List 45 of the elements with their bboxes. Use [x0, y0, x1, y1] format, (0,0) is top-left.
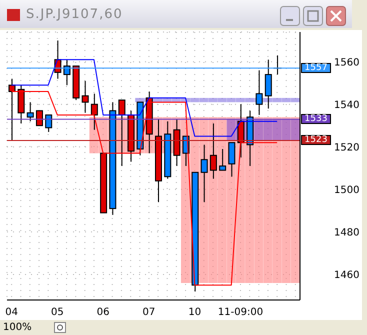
bar	[272, 119, 282, 140]
bar	[263, 119, 272, 140]
y-tick-label: 1500	[334, 184, 360, 196]
candlestick	[219, 148, 226, 171]
bar	[272, 117, 282, 283]
candlestick	[82, 80, 89, 114]
chart-title: S.JP.J9107,60	[26, 7, 123, 22]
bar	[290, 119, 300, 140]
candlestick	[45, 114, 52, 132]
y-tick-label: 1480	[334, 227, 360, 238]
ref-line-label: 1523	[301, 135, 331, 146]
bar	[236, 98, 245, 102]
candlestick	[264, 59, 272, 110]
x-tick-label: 07	[142, 307, 156, 318]
candlestick	[18, 84, 25, 124]
bar	[282, 119, 291, 140]
bar	[208, 98, 218, 102]
bar	[226, 98, 236, 102]
bar	[282, 117, 291, 283]
text: 100%	[3, 322, 32, 333]
candlestick	[228, 142, 236, 178]
candlestick	[36, 110, 43, 126]
x-tick-label: 06	[96, 307, 110, 318]
x-tick-label: 10	[188, 307, 202, 318]
y-tick-label: 1460	[334, 270, 360, 282]
candlestick	[63, 59, 70, 86]
ref-line-label: 1557	[301, 63, 331, 74]
y-tick-label: 1540	[334, 100, 360, 111]
x-tick-label: 04	[5, 307, 18, 318]
candlestick	[118, 100, 126, 166]
y-tick-label: 1560	[334, 57, 360, 68]
bar	[218, 117, 227, 283]
candlestick	[26, 102, 34, 122]
bar	[218, 98, 227, 102]
bar	[263, 117, 272, 283]
x-tick-label: 11-09:00	[218, 307, 264, 318]
bar	[272, 98, 282, 102]
bar	[254, 117, 264, 283]
y-tick-label: 1520	[334, 142, 360, 154]
bar	[282, 98, 291, 102]
x-tick-label: 05	[50, 307, 64, 318]
candlestick	[256, 70, 263, 116]
bar	[190, 98, 200, 102]
ref-line-label: 1533	[301, 114, 331, 124]
bar	[199, 98, 208, 102]
